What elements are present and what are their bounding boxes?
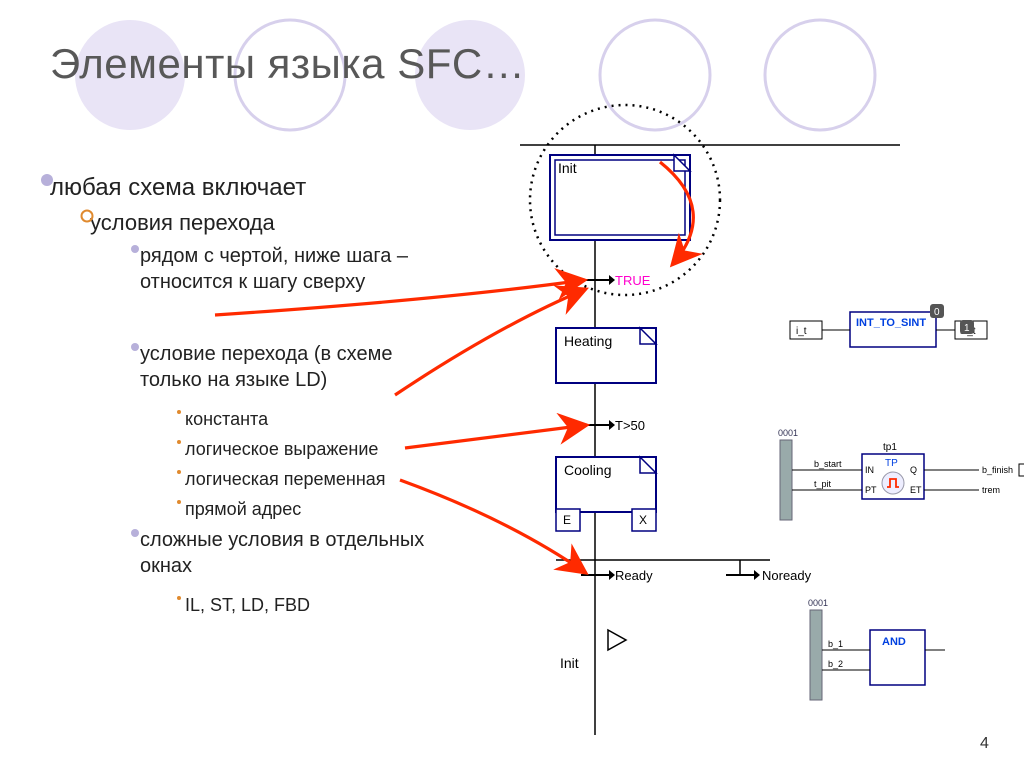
svg-text:t_pit: t_pit bbox=[814, 479, 832, 489]
transition-label: TRUE bbox=[615, 273, 651, 288]
svg-text:IN: IN bbox=[865, 465, 874, 475]
sfc-jump-icon bbox=[608, 630, 626, 650]
bullet-item: константа bbox=[175, 408, 268, 431]
bullet-item: логическая переменная bbox=[175, 468, 386, 491]
svg-text:TP: TP bbox=[885, 458, 898, 469]
sfc-end-label: Init bbox=[560, 655, 579, 671]
svg-text:Init: Init bbox=[558, 160, 577, 176]
svg-text:b_2: b_2 bbox=[828, 659, 843, 669]
bullet-item: логическое выражение bbox=[175, 438, 378, 461]
svg-text:Noready: Noready bbox=[762, 568, 812, 583]
pulse-icon bbox=[882, 472, 904, 494]
page-number: 4 bbox=[980, 735, 989, 753]
svg-text:0001: 0001 bbox=[778, 428, 798, 438]
slide-title: Элементы языка SFC… bbox=[50, 40, 525, 88]
tp-rail bbox=[780, 440, 792, 520]
svg-text:INT_TO_SINT: INT_TO_SINT bbox=[856, 317, 926, 329]
svg-text:tp1: tp1 bbox=[883, 442, 897, 453]
bullet-item: условие перехода (в схеме только на язык… bbox=[130, 342, 450, 393]
svg-text:b_start: b_start bbox=[814, 459, 842, 469]
transition-label: Ready bbox=[615, 568, 653, 583]
svg-text:Heating: Heating bbox=[564, 333, 612, 349]
and-rail bbox=[810, 610, 822, 700]
svg-text:Q: Q bbox=[910, 465, 917, 475]
svg-text:1: 1 bbox=[964, 323, 970, 334]
svg-text:trem: trem bbox=[982, 485, 1000, 495]
svg-text:0: 0 bbox=[934, 307, 940, 318]
svg-text:i_t: i_t bbox=[796, 326, 807, 337]
bullet-item: рядом с чертой, ниже шага – относится к … bbox=[130, 244, 450, 295]
svg-text:AND: AND bbox=[882, 636, 906, 648]
svg-text:PT: PT bbox=[865, 485, 877, 495]
svg-text:X: X bbox=[639, 513, 647, 527]
bullet-item: любая схема включает bbox=[40, 173, 306, 204]
svg-text:0001: 0001 bbox=[808, 598, 828, 608]
transition-label: T>50 bbox=[615, 418, 645, 433]
svg-text:ET: ET bbox=[910, 485, 922, 495]
decor-circle bbox=[765, 20, 875, 130]
svg-text:b_1: b_1 bbox=[828, 639, 843, 649]
svg-text:Cooling: Cooling bbox=[564, 462, 611, 478]
svg-text:E: E bbox=[563, 513, 571, 527]
svg-text:b_finish: b_finish bbox=[982, 465, 1013, 475]
bullet-item: условия перехода bbox=[80, 209, 275, 237]
decor-circle bbox=[600, 20, 710, 130]
pointer-arrow bbox=[405, 425, 587, 448]
bullet-item: сложные условия в отдельных окнах bbox=[130, 528, 450, 579]
bullet-item: IL, ST, LD, FBD bbox=[175, 594, 310, 617]
bullet-item: прямой адрес bbox=[175, 498, 301, 521]
